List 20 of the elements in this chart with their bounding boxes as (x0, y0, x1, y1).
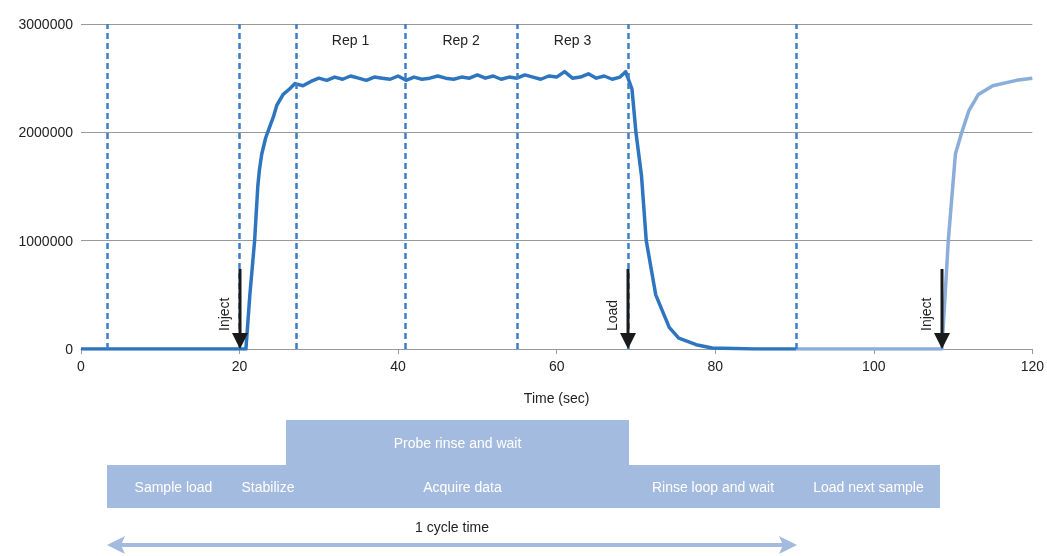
y-tick-label: 0 (65, 341, 74, 357)
x-tick-label: 40 (390, 358, 407, 374)
y-tick-label: 1000000 (18, 232, 74, 249)
x-tick-label: 20 (231, 358, 248, 374)
ref-line-label: Rep 1 (331, 32, 370, 49)
ref-line-label: Rep 2 (442, 32, 481, 49)
text: 1 cycle time (415, 519, 489, 535)
annotation: Load (604, 299, 620, 331)
y-tick-label: 2000000 (18, 124, 74, 141)
y-tick-label: 3000000 (18, 16, 74, 32)
x-tick-label: 120 (1020, 358, 1045, 374)
ref-line-label: Rep 3 (553, 32, 592, 49)
x-tick-label: 100 (862, 358, 886, 374)
x-axis-title: Time (sec) (523, 390, 590, 406)
x-tick-label: 80 (707, 358, 724, 374)
x-tick-label: 0 (77, 358, 86, 374)
annotation: Inject (917, 297, 934, 331)
annotation: Inject (215, 297, 232, 331)
x-tick-label: 60 (548, 358, 565, 374)
phase-timeline: Probe rinse and wait Sample load Stabilize Acquire data Rinse loop and wait Load next sample (0, 410, 1047, 510)
